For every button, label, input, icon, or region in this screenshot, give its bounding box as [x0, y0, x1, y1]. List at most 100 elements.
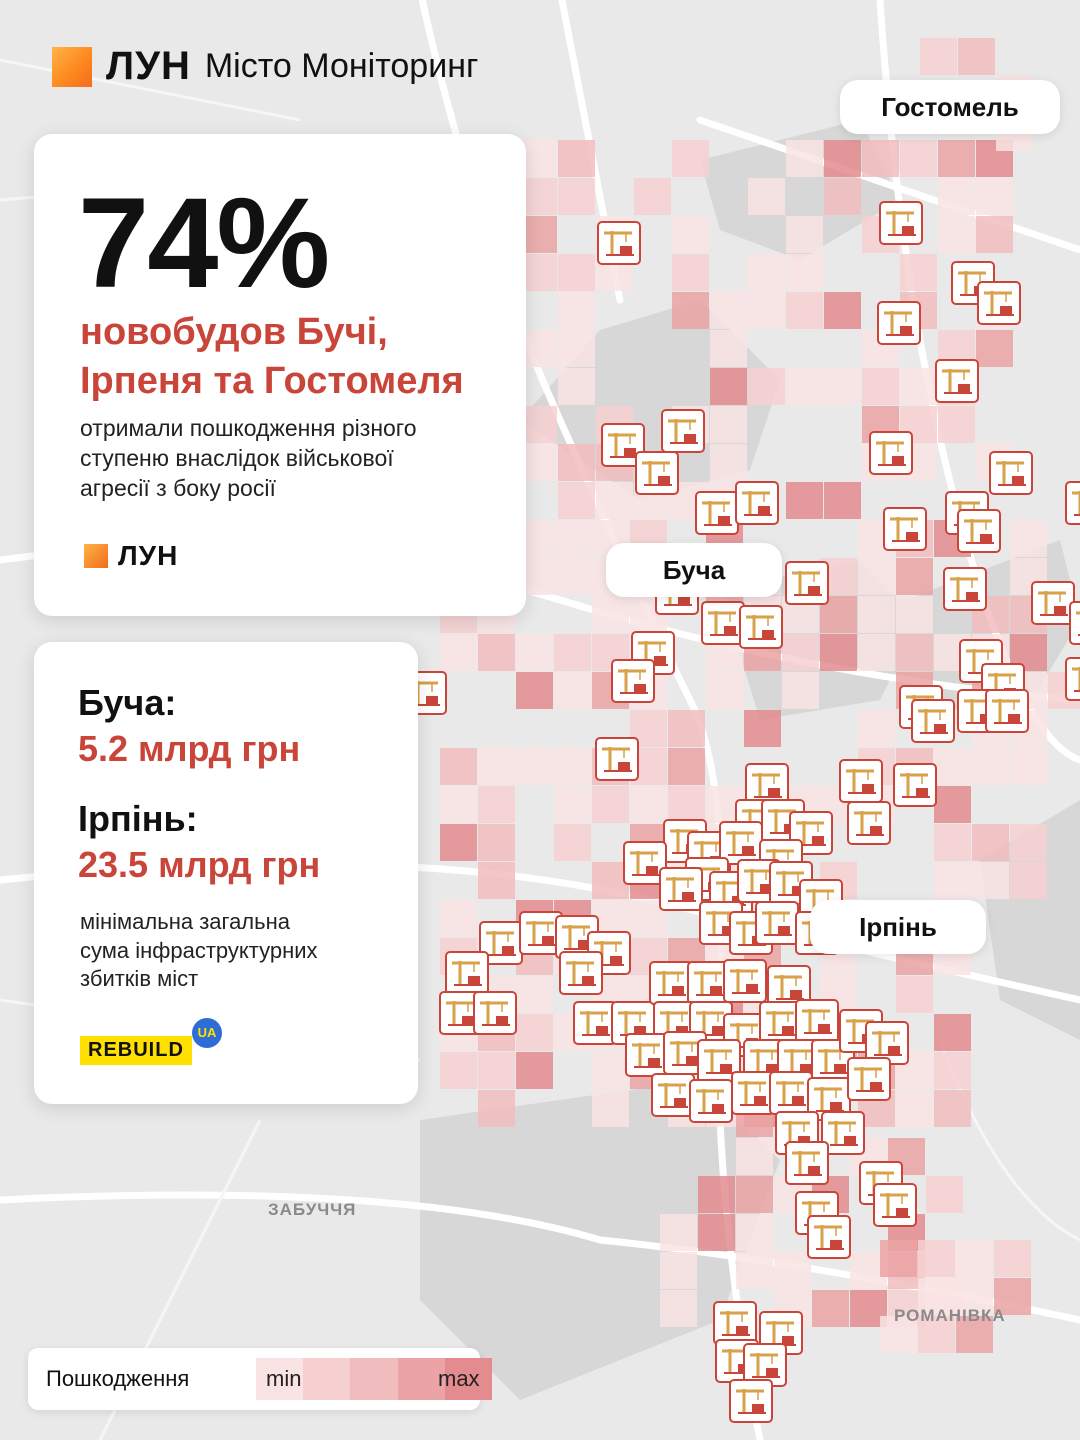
- heatmap-cell: [592, 1052, 629, 1089]
- construction-crane-icon[interactable]: [893, 763, 937, 807]
- construction-crane-icon[interactable]: [573, 1001, 617, 1045]
- construction-crane-icon[interactable]: [661, 409, 705, 453]
- construction-crane-icon[interactable]: [879, 201, 923, 245]
- construction-crane-icon[interactable]: [601, 423, 645, 467]
- construction-crane-icon[interactable]: [651, 1073, 695, 1117]
- region-label-zabuchchia: ЗАБУЧЧЯ: [268, 1200, 357, 1219]
- heatmap-cell: [938, 140, 975, 177]
- heatmap-cell: [478, 824, 515, 861]
- heatmap-cell: [934, 824, 971, 861]
- construction-crane-icon[interactable]: [731, 1071, 775, 1115]
- construction-crane-icon[interactable]: [873, 1183, 917, 1227]
- construction-crane-icon[interactable]: [1031, 581, 1075, 625]
- construction-crane-icon[interactable]: [1065, 657, 1080, 701]
- construction-crane-icon[interactable]: [729, 1379, 773, 1423]
- heatmap-cell: [554, 672, 591, 709]
- legend-max-label: max: [438, 1366, 480, 1391]
- construction-crane-icon[interactable]: [689, 1079, 733, 1123]
- construction-crane-icon[interactable]: [695, 491, 739, 535]
- construction-crane-icon[interactable]: [697, 1039, 741, 1083]
- construction-crane-icon[interactable]: [807, 1215, 851, 1259]
- heatmap-cell: [520, 254, 557, 291]
- construction-crane-icon[interactable]: [597, 221, 641, 265]
- construction-crane-icon[interactable]: [625, 1033, 669, 1077]
- construction-crane-icon[interactable]: [595, 737, 639, 781]
- construction-crane-icon[interactable]: [713, 1301, 757, 1345]
- heatmap-cell: [994, 1278, 1031, 1315]
- construction-crane-icon[interactable]: [559, 951, 603, 995]
- construction-crane-icon[interactable]: [989, 451, 1033, 495]
- construction-crane-icon[interactable]: [883, 507, 927, 551]
- heatmap-cell: [920, 38, 957, 75]
- heatmap-cell: [710, 444, 747, 481]
- city-label-irpin[interactable]: Ірпінь: [810, 900, 986, 954]
- heatmap-cell: [736, 1214, 773, 1251]
- heatmap-cell: [710, 406, 747, 443]
- construction-crane-icon[interactable]: [957, 509, 1001, 553]
- construction-crane-icon[interactable]: [847, 1057, 891, 1101]
- heatmap-cell: [976, 178, 1013, 215]
- construction-crane-icon[interactable]: [911, 699, 955, 743]
- heatmap-cell: [896, 634, 933, 671]
- construction-crane-icon[interactable]: [869, 431, 913, 475]
- heatmap-cell: [554, 824, 591, 861]
- heatmap-cell: [938, 406, 975, 443]
- construction-crane-icon[interactable]: [847, 801, 891, 845]
- construction-crane-icon[interactable]: [985, 689, 1029, 733]
- construction-crane-icon[interactable]: [739, 605, 783, 649]
- heatmap-cell: [934, 862, 971, 899]
- city-label-hostomel[interactable]: Гостомель: [840, 80, 1060, 134]
- construction-crane-icon[interactable]: [839, 759, 883, 803]
- construction-crane-icon[interactable]: [745, 763, 789, 807]
- heatmap-cell: [520, 140, 557, 177]
- construction-crane-icon[interactable]: [821, 1111, 865, 1155]
- heatmap-cell: [520, 330, 557, 367]
- losses-description-line3: збитків міст: [80, 966, 199, 992]
- construction-crane-icon[interactable]: [701, 601, 745, 645]
- heatmap-cell: [478, 634, 515, 671]
- construction-crane-icon[interactable]: [445, 951, 489, 995]
- construction-crane-icon[interactable]: [977, 281, 1021, 325]
- construction-crane-icon[interactable]: [623, 841, 667, 885]
- construction-crane-icon[interactable]: [877, 301, 921, 345]
- heatmap-cell: [706, 672, 743, 709]
- city-label-bucha[interactable]: Буча: [606, 543, 782, 597]
- construction-crane-icon[interactable]: [785, 561, 829, 605]
- heatmap-cell: [896, 558, 933, 595]
- region-label-romanivka: РОМАНІВКА: [894, 1306, 1006, 1325]
- construction-crane-icon[interactable]: [943, 567, 987, 611]
- losses-description: мінімальна загальна сума інфраструктурни…: [80, 908, 318, 994]
- heatmap-cell: [1010, 824, 1047, 861]
- construction-crane-icon[interactable]: [663, 1031, 707, 1075]
- construction-crane-icon[interactable]: [649, 961, 693, 1005]
- legend-swatch-3: [350, 1358, 398, 1400]
- construction-crane-icon[interactable]: [755, 901, 799, 945]
- heatmap-cell: [516, 748, 553, 785]
- heatmap-cell: [976, 330, 1013, 367]
- construction-crane-icon[interactable]: [719, 821, 763, 865]
- construction-crane-icon[interactable]: [687, 961, 731, 1005]
- construction-crane-icon[interactable]: [935, 359, 979, 403]
- construction-crane-icon[interactable]: [769, 1071, 813, 1115]
- construction-crane-icon[interactable]: [611, 659, 655, 703]
- construction-crane-icon[interactable]: [473, 991, 517, 1035]
- construction-crane-icon[interactable]: [1065, 481, 1080, 525]
- stat-card-logo-text: ЛУН: [118, 540, 179, 571]
- construction-crane-icon[interactable]: [659, 867, 703, 911]
- heatmap-cell: [440, 900, 477, 937]
- construction-crane-icon[interactable]: [723, 959, 767, 1003]
- construction-crane-icon[interactable]: [785, 1141, 829, 1185]
- construction-crane-icon[interactable]: [439, 991, 483, 1035]
- construction-crane-icon[interactable]: [795, 999, 839, 1043]
- heatmap-cell: [516, 976, 553, 1013]
- heatmap-cell: [672, 292, 709, 329]
- construction-crane-icon[interactable]: [767, 965, 811, 1009]
- heatmap-cell: [478, 1052, 515, 1089]
- construction-crane-icon[interactable]: [1069, 601, 1080, 645]
- heatmap-cell: [520, 444, 557, 481]
- construction-crane-icon[interactable]: [635, 451, 679, 495]
- heatmap-cell: [558, 292, 595, 329]
- heatmap-cell: [956, 1278, 993, 1315]
- construction-crane-icon[interactable]: [735, 481, 779, 525]
